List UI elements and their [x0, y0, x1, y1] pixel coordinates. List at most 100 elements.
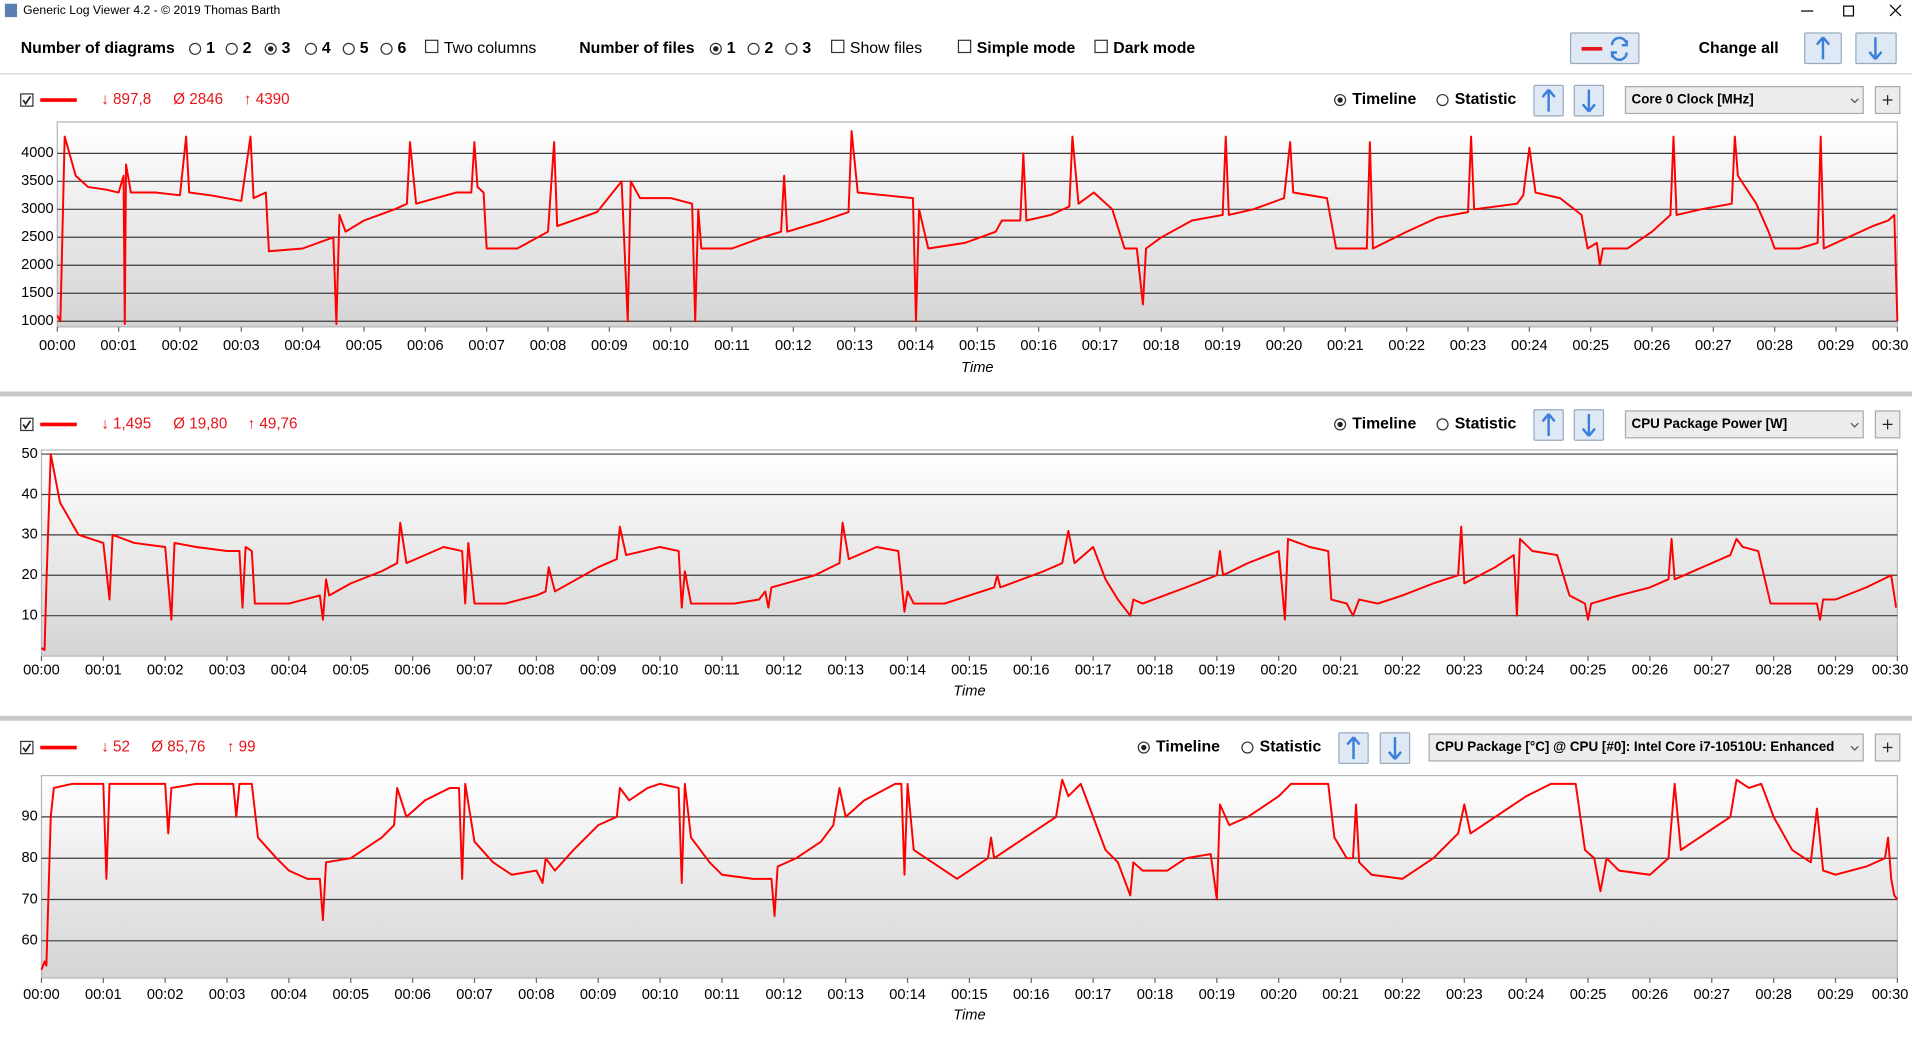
x-tick-label: 00:19: [1199, 663, 1236, 679]
show-files-checkbox[interactable]: [831, 39, 845, 54]
diagram-enable-checkbox[interactable]: [20, 93, 34, 107]
diagram-enable-checkbox-mark[interactable]: [22, 420, 32, 430]
view-mode-radio[interactable]: [1241, 741, 1254, 754]
close-button[interactable]: [1889, 4, 1902, 17]
simple-mode-label: Simple mode: [977, 40, 1076, 57]
restore-button[interactable]: [1843, 5, 1855, 17]
channel-dropdown-value[interactable]: CPU Package Power [W]: [1632, 416, 1788, 431]
file-count-radio[interactable]: [785, 42, 798, 55]
simple-mode-checkbox[interactable]: [957, 39, 972, 54]
down-arrow-icon[interactable]: [1868, 37, 1883, 60]
refresh-icon[interactable]: [1610, 36, 1628, 61]
x-tick-label: 00:10: [642, 663, 679, 679]
x-tick-label: 00:15: [951, 663, 988, 679]
dropdown-chevron[interactable]: [1850, 422, 1859, 428]
view-mode-radio[interactable]: [1436, 418, 1449, 431]
view-mode-label: Statistic: [1455, 91, 1517, 108]
x-tick-label: 00:14: [889, 663, 926, 679]
x-tick-label: 00:25: [1572, 338, 1609, 354]
x-tick-label: 00:20: [1266, 338, 1303, 354]
view-mode-label: Timeline: [1352, 91, 1416, 108]
y-tick-label: 1000: [21, 313, 54, 329]
add-channel-button[interactable]: [1874, 86, 1901, 115]
diagram-count-radio[interactable]: [225, 42, 238, 55]
diagram-enable-checkbox[interactable]: [20, 740, 34, 755]
diagram-count-radio[interactable]: [304, 42, 318, 55]
diagram-count-radio[interactable]: [342, 42, 355, 55]
up-arrow-icon[interactable]: [1541, 413, 1556, 436]
diagram-count-radio-dot[interactable]: [268, 46, 274, 52]
up-arrow-icon[interactable]: [1815, 36, 1831, 60]
channel-dropdown[interactable]: [1428, 733, 1864, 762]
x-tick-label: 00:24: [1511, 338, 1548, 354]
series-stat: ↑ 49,76: [248, 415, 298, 432]
diagram-count-option: 2: [243, 40, 252, 57]
dropdown-chevron[interactable]: [1850, 98, 1859, 104]
x-tick-label: 00:12: [766, 987, 803, 1003]
dropdown-chevron[interactable]: [1850, 745, 1859, 751]
files-label: Number of files: [579, 40, 695, 57]
x-tick-label: 00:14: [889, 987, 926, 1003]
x-tick-label: 00:14: [898, 338, 935, 354]
x-tick-label: 00:10: [652, 338, 689, 354]
diagram-count-option: 3: [282, 40, 291, 57]
x-tick-label: 00:28: [1755, 663, 1792, 679]
x-axis-label: Time: [961, 360, 993, 376]
down-arrow-icon[interactable]: [1387, 737, 1403, 760]
channel-dropdown-value[interactable]: CPU Package [°C] @ CPU [#0]: Intel Core …: [1435, 739, 1834, 754]
x-tick-label: 00:05: [332, 663, 369, 679]
up-arrow-icon[interactable]: [1541, 88, 1556, 112]
x-tick-label: 00:18: [1143, 338, 1180, 354]
x-tick-label: 00:24: [1508, 987, 1545, 1003]
dark-mode-checkbox[interactable]: [1094, 39, 1108, 54]
diagram-enable-checkbox[interactable]: [20, 417, 34, 432]
view-mode-radio-dot[interactable]: [1337, 97, 1343, 103]
down-arrow-icon[interactable]: [1581, 89, 1596, 113]
diagram-enable-checkbox-mark[interactable]: [22, 95, 32, 106]
channel-dropdown[interactable]: [1624, 86, 1864, 115]
x-tick-label: 00:27: [1693, 663, 1730, 679]
y-tick-label: 1500: [21, 285, 54, 301]
x-tick-label: 00:06: [407, 338, 444, 354]
channel-dropdown-value[interactable]: Core 0 Clock [MHz]: [1632, 92, 1754, 107]
x-tick-label: 00:08: [518, 663, 555, 679]
x-tick-label: 00:29: [1818, 338, 1855, 354]
x-tick-label: 00:21: [1322, 663, 1359, 679]
two-columns-checkbox[interactable]: [424, 39, 439, 54]
x-tick-label: 00:22: [1384, 663, 1421, 679]
view-mode-radio-dot[interactable]: [1141, 744, 1147, 751]
x-tick-label: 00:30: [1872, 987, 1909, 1003]
diagram-count-radio[interactable]: [380, 42, 393, 55]
down-arrow-icon[interactable]: [1581, 414, 1596, 437]
diagram-count-radio[interactable]: [189, 42, 202, 55]
x-tick-label: 00:28: [1756, 338, 1793, 354]
color-refresh-button[interactable]: [1569, 32, 1640, 65]
x-tick-label: 00:18: [1137, 987, 1174, 1003]
file-count-radio-dot[interactable]: [713, 46, 719, 52]
x-tick-label: 00:20: [1260, 987, 1297, 1003]
plus-icon[interactable]: [1882, 95, 1893, 105]
view-mode-label: Statistic: [1260, 739, 1322, 756]
series-stat: Ø 85,76: [151, 739, 205, 756]
y-tick-label: 10: [22, 608, 38, 624]
channel-dropdown[interactable]: [1624, 410, 1864, 439]
x-tick-label: 00:13: [827, 987, 864, 1003]
y-tick-label: 3000: [21, 201, 54, 217]
view-mode-radio[interactable]: [1436, 93, 1449, 107]
series-stat: ↑ 4390: [244, 91, 290, 108]
x-tick-label: 00:22: [1388, 338, 1425, 354]
x-tick-label: 00:12: [766, 663, 803, 679]
series-stat: ↑ 99: [227, 739, 256, 756]
x-tick-label: 00:27: [1693, 987, 1730, 1003]
diagram-enable-checkbox-mark[interactable]: [22, 743, 32, 753]
x-tick-label: 00:19: [1204, 338, 1241, 354]
plot-area: [40, 774, 1898, 979]
up-arrow-icon[interactable]: [1346, 736, 1361, 760]
plus-icon[interactable]: [1882, 742, 1893, 753]
view-mode-radio-dot[interactable]: [1337, 421, 1343, 428]
x-tick-label: 00:11: [714, 338, 750, 354]
x-tick-label: 00:23: [1450, 338, 1487, 354]
plus-icon[interactable]: [1882, 419, 1893, 430]
y-tick-label: 90: [22, 809, 38, 825]
file-count-radio[interactable]: [747, 42, 760, 55]
